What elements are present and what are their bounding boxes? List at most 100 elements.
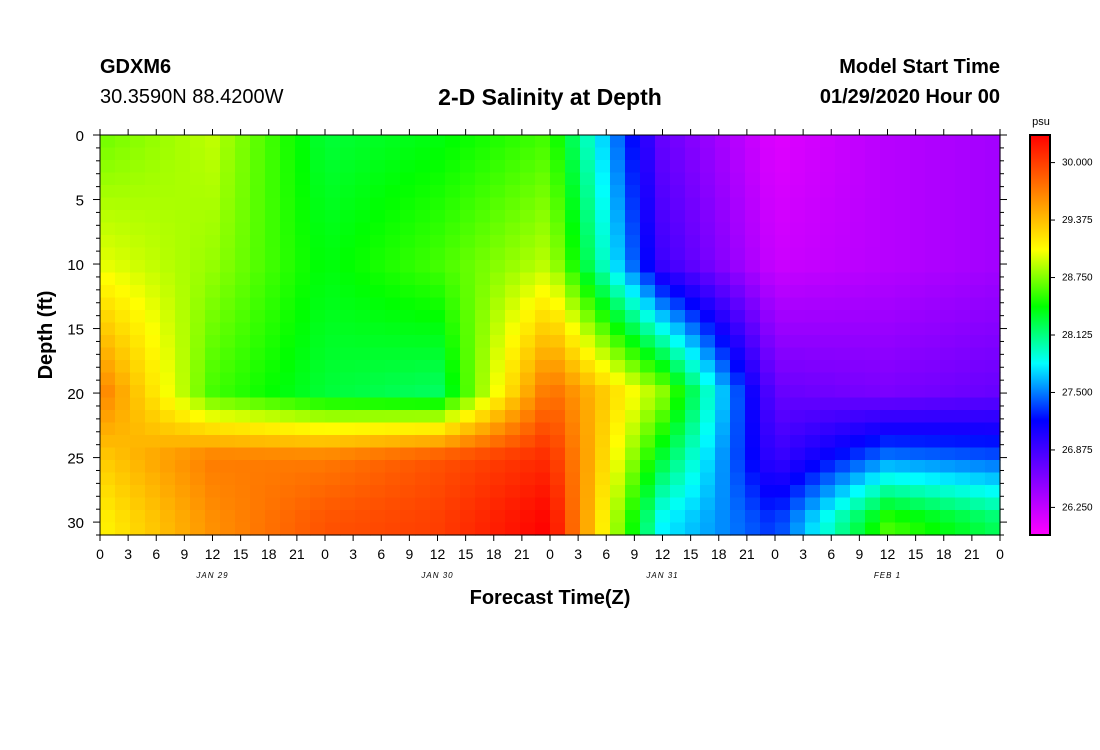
heatmap-cell xyxy=(640,260,656,274)
heatmap-cell xyxy=(160,322,176,336)
heatmap-cell xyxy=(715,197,731,211)
heatmap-cell xyxy=(775,235,791,249)
heatmap-cell xyxy=(850,247,866,261)
heatmap-cell xyxy=(880,272,896,286)
heatmap-cell xyxy=(775,210,791,224)
heatmap-cell xyxy=(355,235,371,249)
heatmap-cell xyxy=(415,422,431,436)
heatmap-cell xyxy=(640,172,656,186)
x-tick-label: 21 xyxy=(964,546,980,562)
heatmap-cell xyxy=(580,210,596,224)
heatmap-cell xyxy=(880,435,896,449)
heatmap-cell xyxy=(445,460,461,474)
heatmap-cell xyxy=(640,485,656,499)
heatmap-cell xyxy=(280,260,296,274)
heatmap-cell xyxy=(520,322,536,336)
heatmap-cell xyxy=(640,247,656,261)
heatmap-cell xyxy=(610,222,626,236)
heatmap-cell xyxy=(355,310,371,324)
heatmap-cell xyxy=(250,522,266,536)
heatmap-cell xyxy=(595,385,611,399)
heatmap-cell xyxy=(385,235,401,249)
heatmap-cell xyxy=(415,447,431,461)
heatmap-cell xyxy=(355,297,371,311)
heatmap-cell xyxy=(850,472,866,486)
heatmap-cell xyxy=(655,247,671,261)
heatmap-cell xyxy=(685,485,701,499)
heatmap-cell xyxy=(130,397,146,411)
heatmap-cell xyxy=(820,285,836,299)
heatmap-cell xyxy=(730,222,746,236)
heatmap-cell xyxy=(175,247,191,261)
heatmap-cell xyxy=(415,135,431,149)
heatmap-cell xyxy=(445,210,461,224)
heatmap-cell xyxy=(745,472,761,486)
heatmap-cell xyxy=(235,335,251,349)
heatmap-cell xyxy=(805,272,821,286)
heatmap-cell xyxy=(595,422,611,436)
heatmap-cell xyxy=(385,485,401,499)
heatmap-cell xyxy=(490,485,506,499)
heatmap-cell xyxy=(340,135,356,149)
heatmap-cell xyxy=(385,510,401,524)
heatmap-cell xyxy=(115,422,131,436)
heatmap-cell xyxy=(805,197,821,211)
heatmap-cell xyxy=(670,385,686,399)
heatmap-cell xyxy=(250,147,266,161)
heatmap-cell xyxy=(400,147,416,161)
heatmap-cell xyxy=(265,285,281,299)
heatmap-cell xyxy=(820,310,836,324)
heatmap-cell xyxy=(925,372,941,386)
heatmap-cell xyxy=(160,147,176,161)
heatmap-cell xyxy=(295,185,311,199)
heatmap-cell xyxy=(340,235,356,249)
heatmap-cell xyxy=(670,485,686,499)
heatmap-cell xyxy=(355,497,371,511)
heatmap-cell xyxy=(625,435,641,449)
heatmap-cell xyxy=(145,397,161,411)
heatmap-cell xyxy=(100,497,116,511)
heatmap-cell xyxy=(400,422,416,436)
heatmap-cell xyxy=(325,385,341,399)
heatmap-cell xyxy=(835,147,851,161)
heatmap-cell xyxy=(730,335,746,349)
heatmap-cell xyxy=(760,460,776,474)
heatmap-cell xyxy=(445,410,461,424)
heatmap-cell xyxy=(295,422,311,436)
heatmap-cell xyxy=(175,297,191,311)
heatmap-cell xyxy=(265,172,281,186)
heatmap-cell xyxy=(310,247,326,261)
heatmap-cell xyxy=(280,460,296,474)
heatmap-cell xyxy=(505,235,521,249)
heatmap-cell xyxy=(610,185,626,199)
heatmap-cell xyxy=(490,347,506,361)
heatmap-cell xyxy=(145,135,161,149)
heatmap-cell xyxy=(265,297,281,311)
heatmap-cell xyxy=(205,310,221,324)
heatmap-cell xyxy=(400,160,416,174)
heatmap-cell xyxy=(310,160,326,174)
heatmap-cell xyxy=(205,160,221,174)
heatmap-cell xyxy=(820,210,836,224)
x-tick-label: 18 xyxy=(711,546,727,562)
heatmap-cell xyxy=(130,335,146,349)
heatmap-cell xyxy=(160,497,176,511)
heatmap-cell xyxy=(100,135,116,149)
heatmap-cell xyxy=(805,247,821,261)
heatmap-cell xyxy=(835,335,851,349)
date-label: FEB 1 xyxy=(874,571,901,580)
heatmap-cell xyxy=(955,422,971,436)
heatmap-cell xyxy=(250,185,266,199)
heatmap-cell xyxy=(280,247,296,261)
heatmap-cell xyxy=(685,510,701,524)
heatmap-cell xyxy=(415,222,431,236)
heatmap-cell xyxy=(280,422,296,436)
heatmap-cell xyxy=(145,522,161,536)
heatmap-cell xyxy=(910,497,926,511)
heatmap-cell xyxy=(145,360,161,374)
heatmap-cell xyxy=(190,197,206,211)
heatmap-cell xyxy=(580,272,596,286)
heatmap-cell xyxy=(130,485,146,499)
heatmap-cell xyxy=(100,185,116,199)
heatmap-cell xyxy=(460,310,476,324)
